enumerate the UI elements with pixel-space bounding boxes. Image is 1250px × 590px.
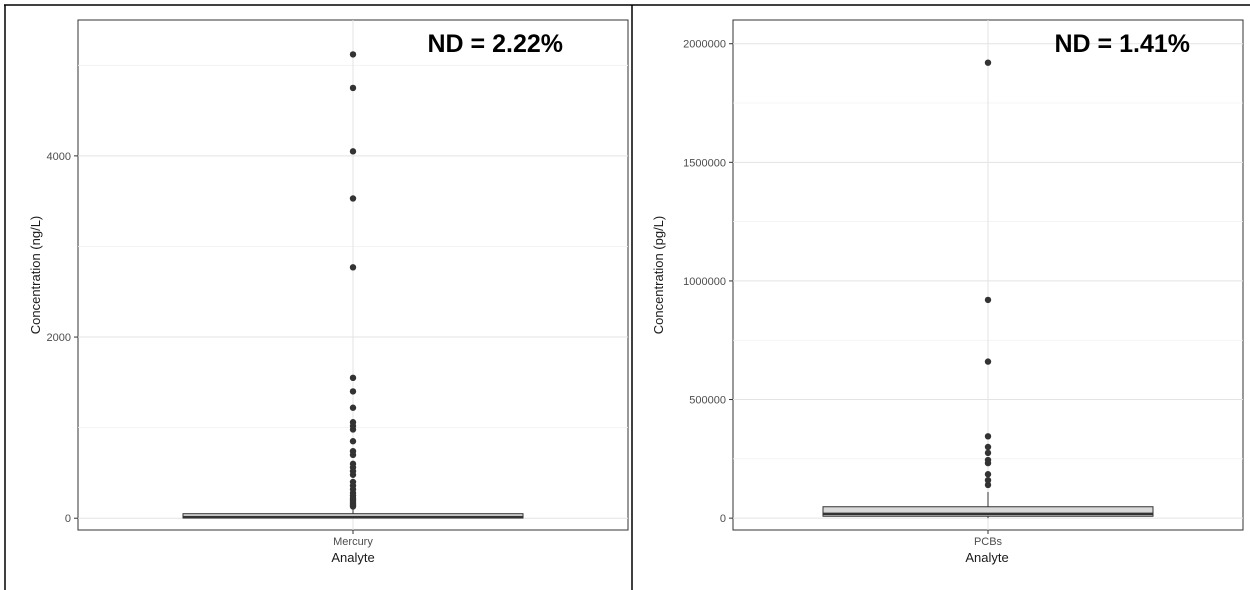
outlier-point bbox=[984, 481, 992, 489]
outlier-point bbox=[349, 84, 357, 92]
x-axis-title: Analyte bbox=[965, 550, 1008, 565]
outlier-point bbox=[984, 296, 992, 304]
outlier-point bbox=[984, 443, 992, 451]
y-tick-label: 1500000 bbox=[683, 157, 726, 169]
y-axis-ticks: 0 2000 4000 bbox=[47, 151, 78, 525]
outlier-point bbox=[349, 374, 357, 382]
y-tick-label: 500000 bbox=[689, 395, 726, 407]
grid-lines bbox=[733, 20, 1243, 530]
outlier-point bbox=[984, 59, 992, 66]
x-axis-ticks: Mercury bbox=[333, 530, 373, 548]
pcbs-box-plot: 0 500000 1000000 1500000 2000000 PCBs ND = 1… bbox=[651, 19, 1244, 565]
outlier-point bbox=[349, 51, 357, 58]
box-plot-marks bbox=[822, 59, 1154, 519]
x-tick-label: PCBs bbox=[974, 536, 1003, 548]
y-tick-label: 2000000 bbox=[683, 39, 726, 51]
x-axis-ticks: PCBs bbox=[974, 530, 1003, 548]
outlier-point bbox=[984, 449, 992, 457]
outlier-point bbox=[984, 459, 992, 467]
mercury-box-plot: 0 2000 4000 Mercury ND = 2.22% Analyte Con… bbox=[28, 19, 629, 565]
grid-lines bbox=[78, 20, 628, 530]
y-axis-title: Concentration (ng/L) bbox=[28, 216, 43, 335]
outlier-point bbox=[349, 195, 357, 202]
x-tick-label: Mercury bbox=[333, 536, 373, 548]
outlier-point bbox=[349, 388, 357, 395]
box-plot-marks bbox=[182, 51, 524, 519]
outlier-point bbox=[349, 471, 357, 478]
outlier-point bbox=[349, 426, 357, 433]
outlier-point bbox=[984, 358, 992, 365]
nd-annotation: ND = 1.41% bbox=[1055, 30, 1191, 58]
outlier-point bbox=[984, 471, 992, 478]
y-tick-label: 0 bbox=[720, 513, 726, 525]
outlier-point bbox=[349, 451, 357, 459]
nd-annotation: ND = 2.22% bbox=[428, 30, 564, 58]
y-axis-ticks: 0 500000 1000000 1500000 2000000 bbox=[683, 39, 733, 525]
outlier-point bbox=[349, 438, 357, 445]
y-tick-label: 1000000 bbox=[683, 276, 726, 288]
y-tick-label: 4000 bbox=[47, 151, 71, 163]
y-tick-label: 2000 bbox=[47, 332, 71, 344]
outlier-point bbox=[984, 476, 992, 484]
y-axis-title: Concentration (pg/L) bbox=[651, 216, 666, 335]
x-axis-title: Analyte bbox=[331, 550, 374, 565]
iqr-box bbox=[822, 506, 1154, 517]
outlier-point bbox=[984, 433, 992, 440]
outlier-point bbox=[349, 264, 357, 271]
y-tick-label: 0 bbox=[65, 513, 71, 525]
outlier-point bbox=[349, 404, 357, 411]
outlier-point bbox=[349, 503, 357, 510]
outlier-point bbox=[349, 148, 357, 155]
